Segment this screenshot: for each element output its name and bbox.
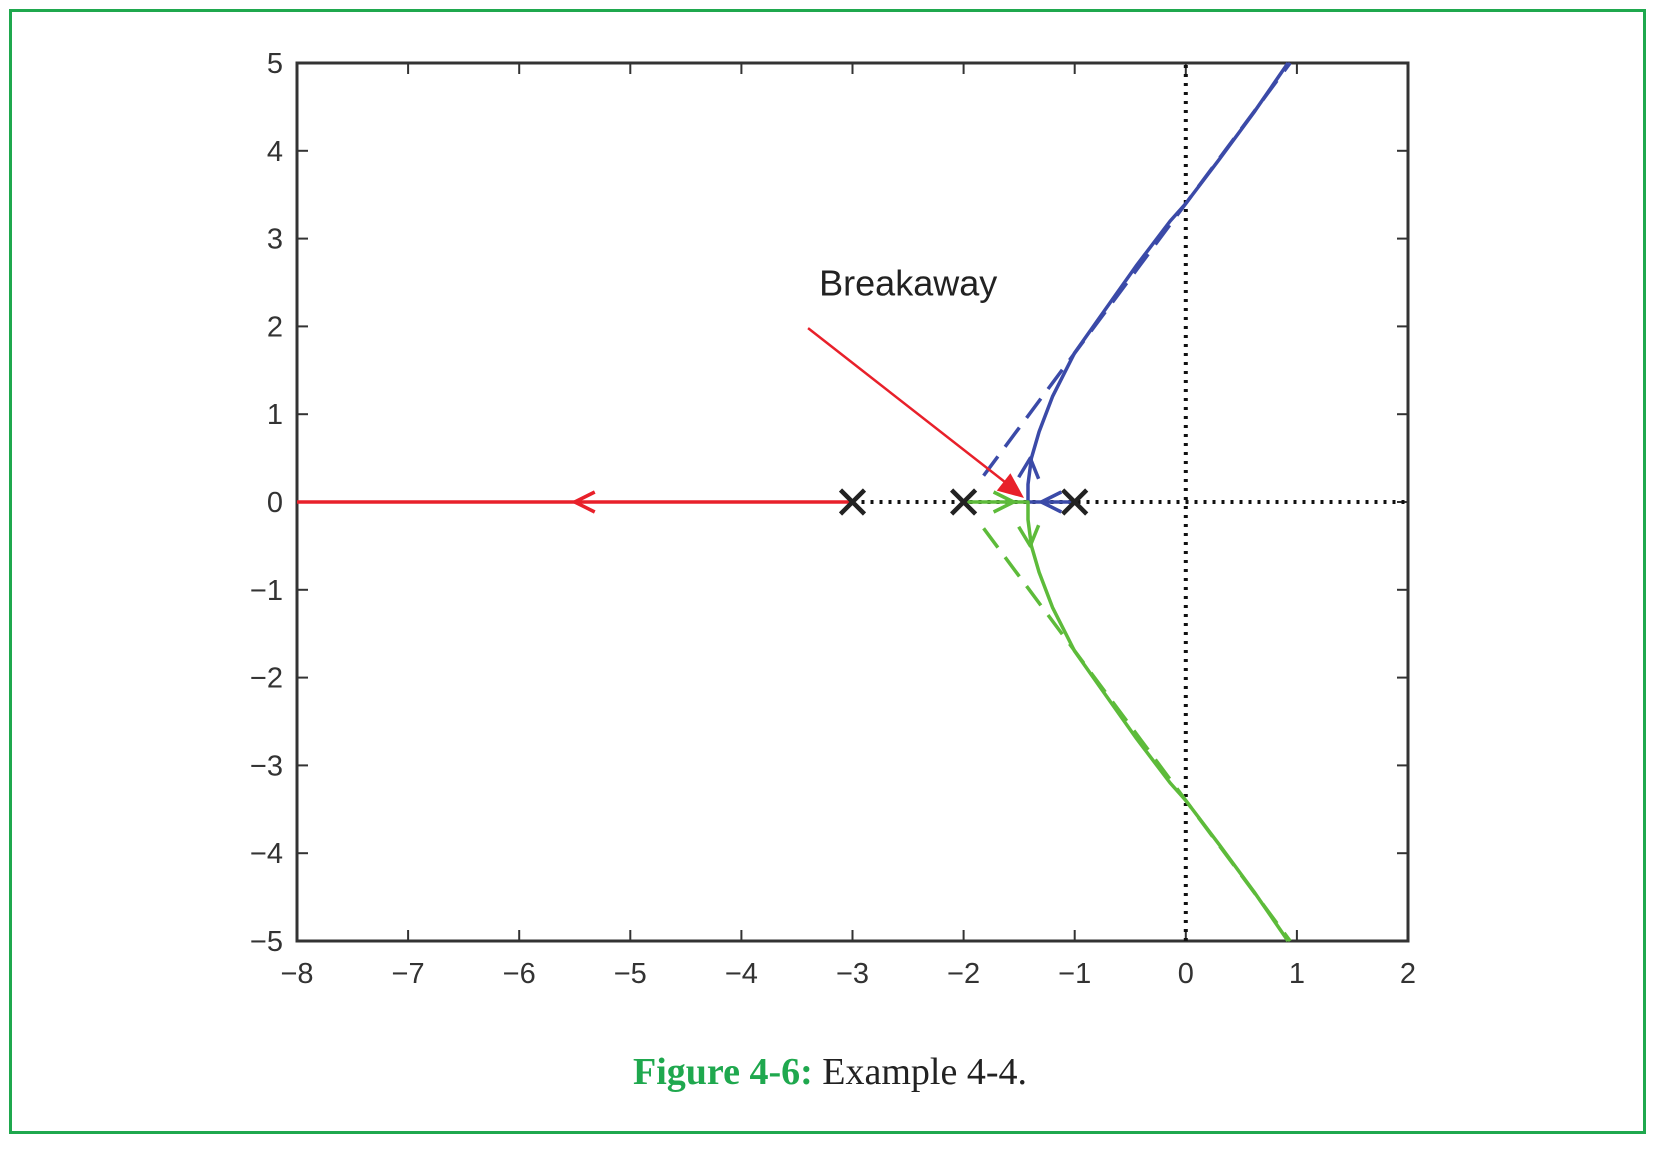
asymptote-line bbox=[982, 61, 1292, 477]
annotation-arrow-line bbox=[807, 327, 1011, 487]
y-tick-label: −1 bbox=[250, 575, 283, 607]
y-tick-label: 3 bbox=[267, 224, 283, 256]
direction-arrow bbox=[1039, 490, 1063, 514]
axes-layer: −8 −7 −6 −5 −4 −3 −2 −1 0 1 2 5 4 3 2 1 0 −1 −2 −3 −4 −5 bbox=[250, 48, 1416, 990]
asymptote-line bbox=[982, 527, 1292, 943]
y-tick-label: −5 bbox=[250, 926, 283, 958]
x-tick-label: −8 bbox=[280, 958, 313, 990]
x-tick-label: 0 bbox=[1178, 958, 1194, 990]
locus-branches bbox=[297, 61, 1292, 943]
dotted-reference-lines bbox=[852, 63, 1408, 941]
annotation-arrow-head bbox=[996, 473, 1025, 498]
y-tick-label: 4 bbox=[267, 136, 283, 168]
y-tick-label: 5 bbox=[267, 48, 283, 80]
x-tick-label: −4 bbox=[725, 958, 758, 990]
figure-frame bbox=[9, 9, 1646, 1134]
x-tick-label: −1 bbox=[1058, 958, 1091, 990]
locus-branch bbox=[963, 500, 1290, 942]
root-locus-chart: −8 −7 −6 −5 −4 −3 −2 −1 0 1 2 5 4 3 2 1 0 −1 −2 −3 −4 −5 Brea… bbox=[250, 48, 1416, 990]
locus-branch bbox=[1026, 62, 1290, 504]
y-tick-label: 0 bbox=[267, 487, 283, 519]
x-tick-label: −6 bbox=[503, 958, 536, 990]
x-tick-label: −5 bbox=[614, 958, 647, 990]
direction-arrow bbox=[992, 490, 1016, 514]
y-tick-label: −3 bbox=[250, 750, 283, 782]
y-tick-label: 1 bbox=[267, 399, 283, 431]
direction-arrow bbox=[1017, 524, 1041, 548]
x-tick-label: −7 bbox=[392, 958, 425, 990]
pole-markers bbox=[838, 488, 1089, 516]
figure-number: Figure 4-6: bbox=[633, 1051, 813, 1093]
y-tick-label: 2 bbox=[267, 311, 283, 343]
y-tick-label: −2 bbox=[250, 663, 283, 695]
direction-arrow bbox=[1017, 456, 1041, 480]
figure-caption-text: Example 4-4. bbox=[822, 1051, 1027, 1093]
pole-marker bbox=[838, 488, 867, 516]
x-tick-label: 2 bbox=[1400, 958, 1416, 990]
pole-marker bbox=[950, 488, 978, 516]
x-tick-label: 1 bbox=[1289, 958, 1305, 990]
direction-arrow bbox=[573, 490, 596, 514]
pole-marker bbox=[1061, 488, 1089, 516]
x-tick-label: −3 bbox=[836, 958, 869, 990]
y-tick-label: −4 bbox=[250, 838, 283, 870]
annotation-layer: Breakaway bbox=[807, 263, 1025, 498]
breakaway-label: Breakaway bbox=[819, 263, 997, 304]
x-tick-label: −2 bbox=[947, 958, 980, 990]
figure-caption: Figure 4-6: Example 4-4. bbox=[0, 1050, 1660, 1094]
